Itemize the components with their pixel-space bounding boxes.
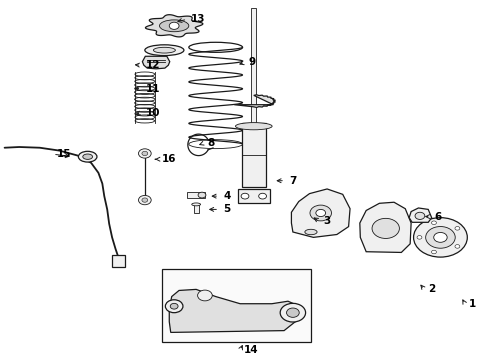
- Ellipse shape: [83, 154, 93, 159]
- Text: 2: 2: [428, 284, 436, 294]
- Text: 1: 1: [469, 299, 476, 309]
- Circle shape: [434, 233, 447, 242]
- Polygon shape: [169, 289, 301, 332]
- Circle shape: [426, 226, 455, 248]
- Polygon shape: [146, 15, 203, 37]
- Circle shape: [372, 219, 399, 238]
- Text: 10: 10: [146, 108, 160, 118]
- Bar: [251, 8, 256, 187]
- Bar: [112, 255, 125, 267]
- Text: 14: 14: [244, 345, 259, 355]
- Text: 8: 8: [207, 139, 214, 148]
- Ellipse shape: [159, 20, 189, 32]
- Circle shape: [165, 300, 183, 313]
- Polygon shape: [409, 208, 432, 222]
- Polygon shape: [292, 189, 350, 237]
- Text: 12: 12: [146, 60, 160, 70]
- Ellipse shape: [145, 45, 184, 55]
- Polygon shape: [360, 202, 411, 252]
- Circle shape: [417, 235, 422, 239]
- Circle shape: [455, 226, 460, 230]
- Bar: [194, 204, 198, 213]
- Circle shape: [414, 218, 467, 257]
- Bar: [242, 123, 266, 187]
- Polygon shape: [234, 95, 275, 108]
- Circle shape: [259, 193, 267, 199]
- Bar: [162, 269, 311, 342]
- Circle shape: [432, 250, 437, 254]
- Ellipse shape: [305, 229, 317, 235]
- Bar: [238, 189, 270, 203]
- Text: 7: 7: [289, 176, 296, 186]
- Circle shape: [139, 149, 151, 158]
- Text: 3: 3: [323, 216, 330, 226]
- Circle shape: [139, 195, 151, 205]
- Text: 5: 5: [223, 204, 230, 215]
- Text: 16: 16: [162, 154, 176, 164]
- Bar: [187, 192, 205, 198]
- Ellipse shape: [236, 123, 272, 130]
- Circle shape: [142, 151, 148, 156]
- Text: 15: 15: [57, 149, 72, 159]
- Ellipse shape: [192, 203, 200, 206]
- Circle shape: [316, 210, 326, 217]
- Text: 9: 9: [249, 57, 256, 67]
- Circle shape: [169, 22, 179, 30]
- Circle shape: [455, 245, 460, 248]
- Text: 13: 13: [191, 14, 206, 24]
- Text: 6: 6: [435, 212, 442, 221]
- Ellipse shape: [153, 47, 175, 53]
- Circle shape: [280, 303, 306, 322]
- Polygon shape: [143, 56, 170, 69]
- Circle shape: [198, 192, 206, 198]
- Circle shape: [197, 290, 212, 301]
- Circle shape: [241, 193, 249, 199]
- Circle shape: [310, 205, 331, 221]
- Circle shape: [415, 212, 425, 220]
- Circle shape: [142, 198, 148, 202]
- Text: 11: 11: [146, 84, 160, 94]
- Circle shape: [170, 303, 178, 309]
- Text: 4: 4: [223, 191, 230, 201]
- Circle shape: [287, 308, 299, 318]
- Ellipse shape: [78, 151, 97, 162]
- Circle shape: [432, 221, 437, 225]
